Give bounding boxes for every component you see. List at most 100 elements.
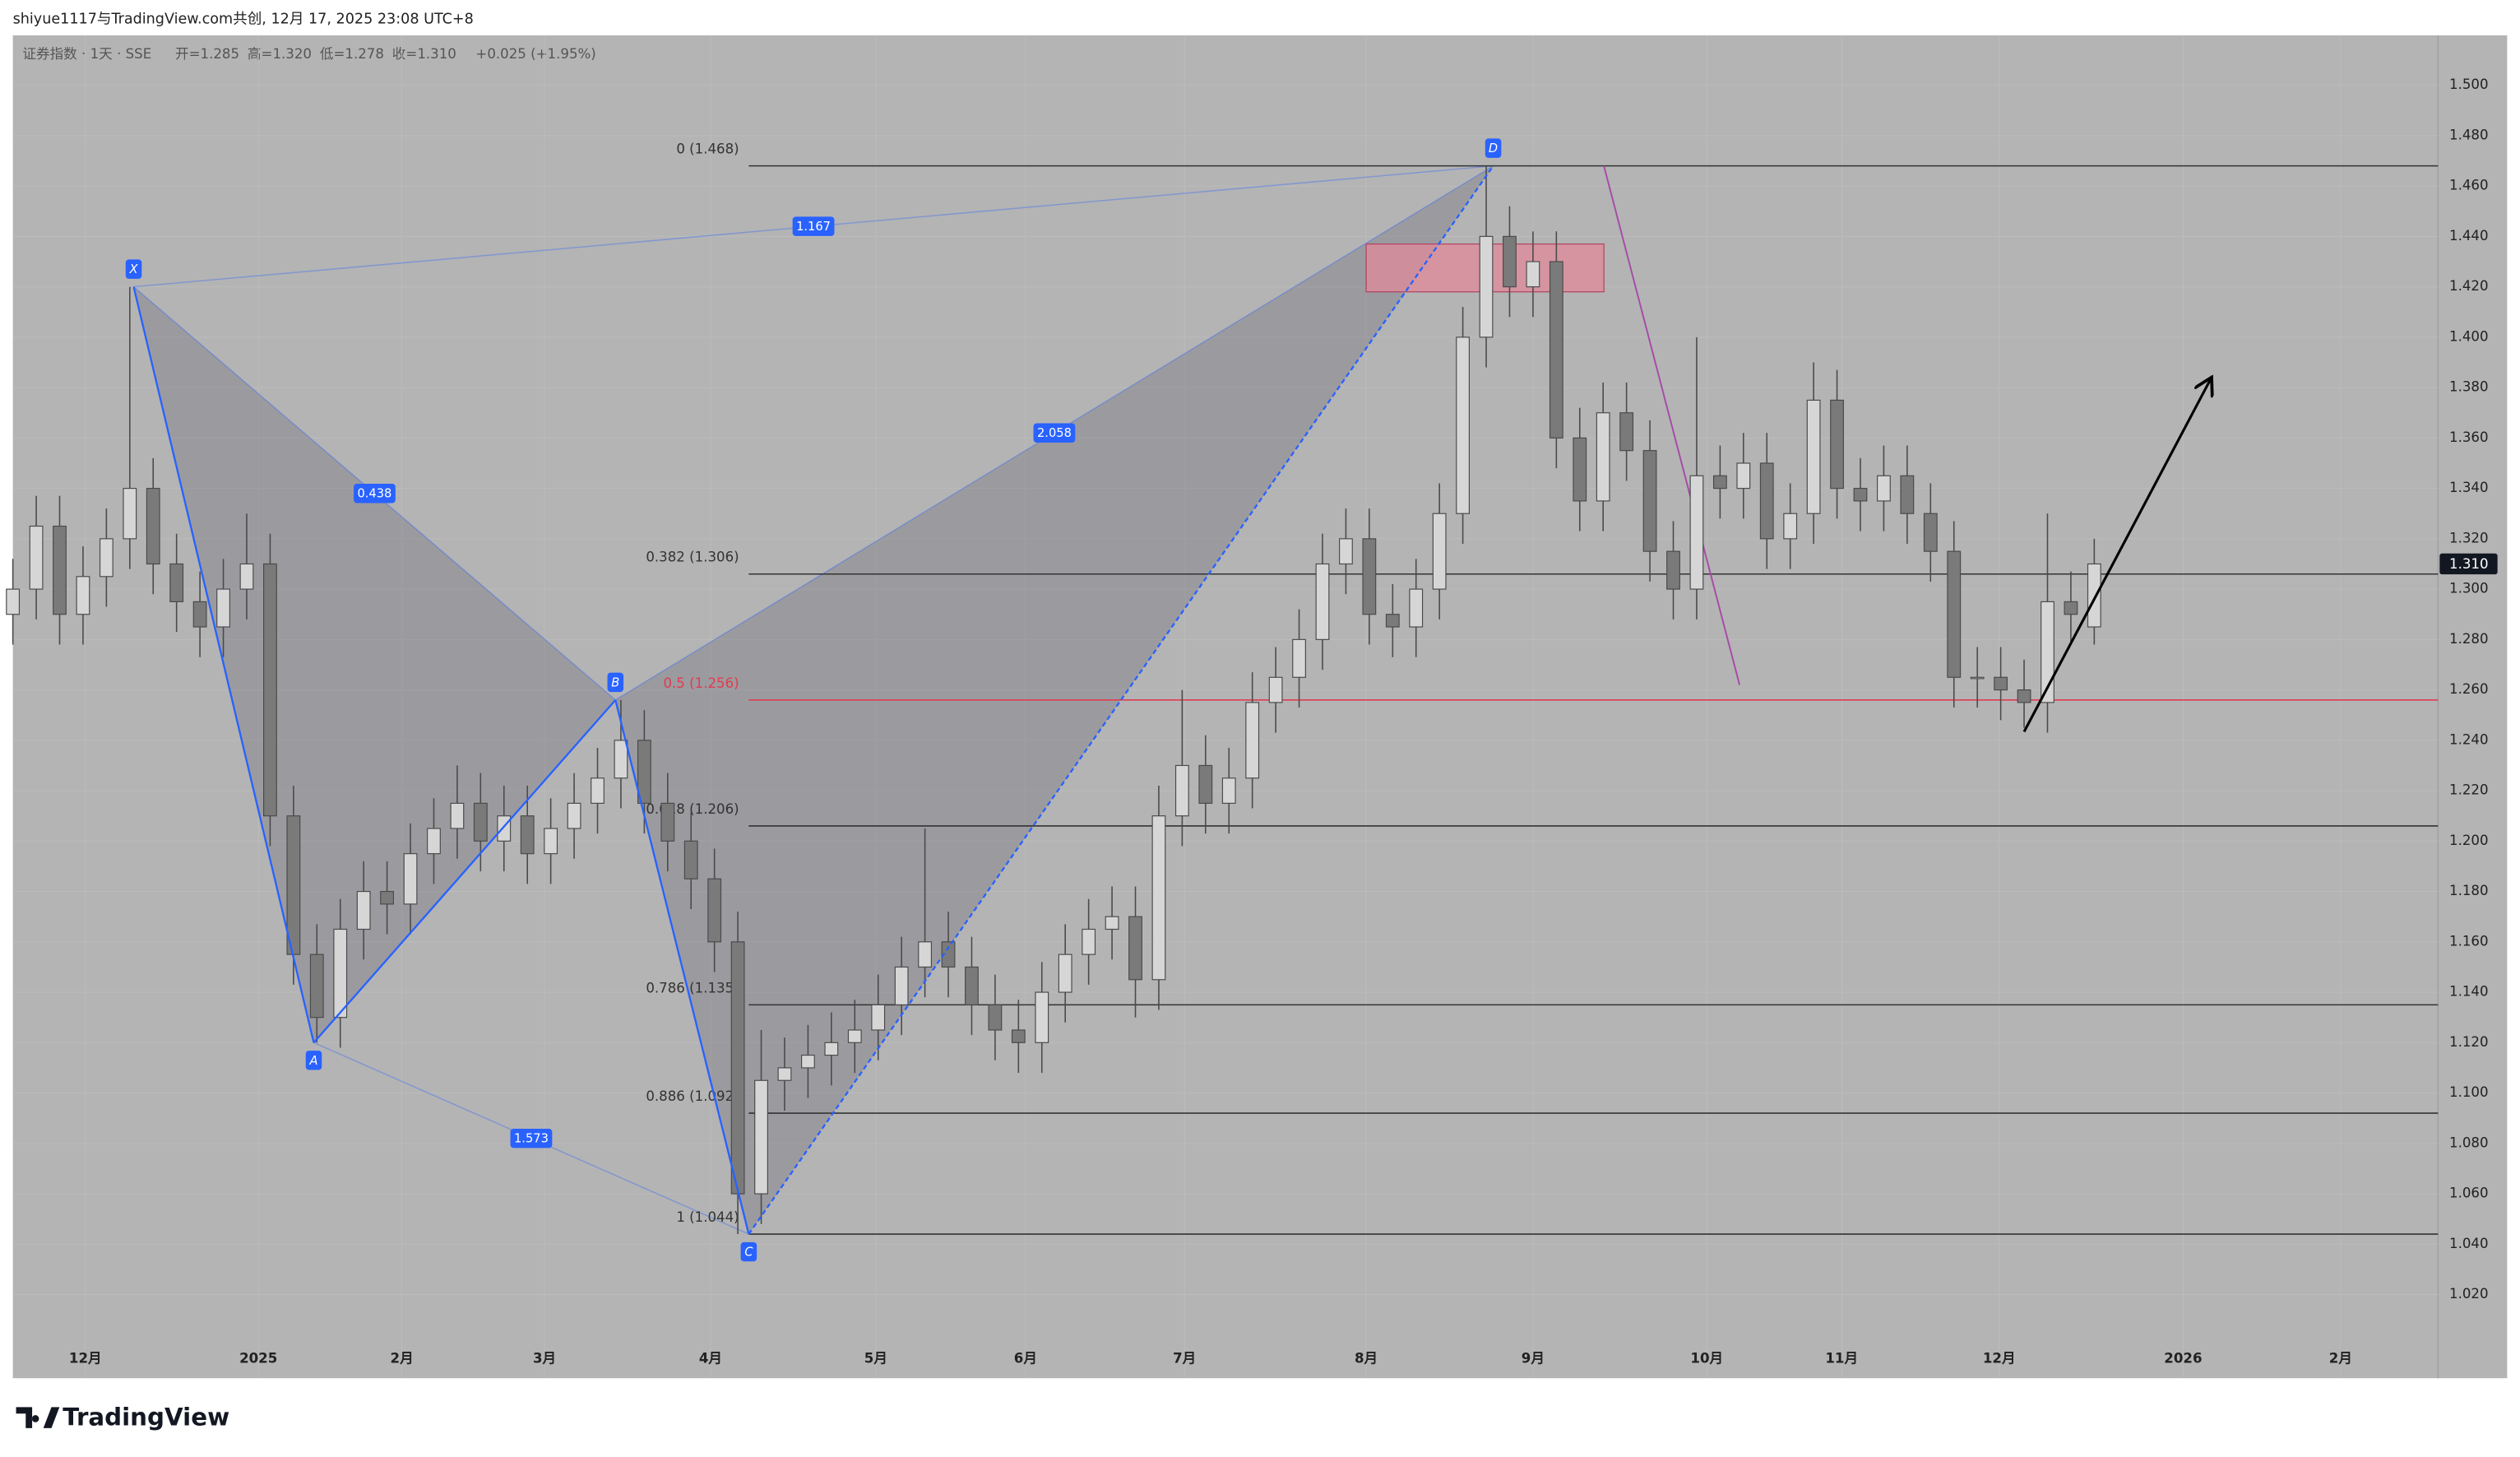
y-tick-label: 1.240 bbox=[2449, 731, 2489, 747]
candle-body bbox=[591, 777, 605, 804]
y-tick-label: 1.140 bbox=[2449, 984, 2489, 1000]
legend-change: +0.025 (+1.95%) bbox=[475, 46, 595, 62]
candle-body bbox=[1151, 815, 1166, 981]
fib-label: 0 (1.468) bbox=[676, 142, 739, 157]
candle-body bbox=[1221, 777, 1236, 804]
x-tick-label: 2025 bbox=[239, 1350, 277, 1366]
candle-body bbox=[1479, 235, 1494, 338]
legend: 证券指数 · 1天 · SSE 开=1.285 高=1.320 低=1.278 … bbox=[22, 46, 595, 62]
candle-body bbox=[1174, 764, 1189, 817]
candle-body bbox=[1058, 954, 1072, 993]
y-tick-label: 1.020 bbox=[2449, 1286, 2489, 1302]
pattern-leg bbox=[132, 286, 315, 1043]
ratio-label: 1.167 bbox=[796, 220, 831, 234]
ratio-label: 0.438 bbox=[357, 487, 391, 501]
fib-label: 0.786 (1.135) bbox=[646, 980, 739, 995]
candle-body bbox=[1198, 764, 1213, 804]
y-tick-label: 1.440 bbox=[2449, 228, 2489, 244]
candle-body bbox=[99, 538, 113, 578]
candle-body bbox=[473, 802, 488, 842]
ratio-badge bbox=[354, 484, 396, 503]
y-tick-label: 1.320 bbox=[2449, 530, 2489, 545]
x-tick-label: 5月 bbox=[864, 1350, 887, 1366]
candle-body bbox=[403, 853, 418, 905]
candle-body bbox=[1923, 513, 1938, 552]
candle-body bbox=[824, 1042, 839, 1056]
trend-line bbox=[1603, 165, 1741, 685]
candle-body bbox=[356, 890, 371, 930]
candle-body bbox=[1385, 614, 1400, 628]
x-tick-label: 7月 bbox=[1173, 1350, 1196, 1366]
candle-body bbox=[1339, 538, 1353, 565]
candle-body bbox=[1011, 1029, 1026, 1043]
x-tick-label: 2月 bbox=[391, 1350, 414, 1366]
candle-body bbox=[1712, 475, 1727, 490]
y-tick-label: 1.280 bbox=[2449, 631, 2489, 647]
x-tick-label: 11月 bbox=[1825, 1350, 1858, 1366]
legend-symbol: 证券指数 · 1天 · SSE bbox=[22, 46, 151, 62]
x-tick-label: 8月 bbox=[1355, 1350, 1378, 1366]
ratio-badge bbox=[1033, 423, 1076, 443]
candle-body bbox=[660, 802, 675, 842]
y-tick-label: 1.260 bbox=[2449, 681, 2489, 697]
y-tick-label: 1.480 bbox=[2449, 127, 2489, 142]
y-tick-label: 1.420 bbox=[2449, 278, 2489, 294]
candle-body bbox=[1268, 676, 1283, 703]
point-badge bbox=[1485, 138, 1502, 158]
candle-body bbox=[1082, 928, 1096, 955]
candle-body bbox=[1830, 399, 1844, 490]
candle-body bbox=[1806, 399, 1821, 514]
y-tick-label: 1.180 bbox=[2449, 883, 2489, 898]
y-tick-label: 1.160 bbox=[2449, 933, 2489, 949]
candle-body bbox=[1035, 991, 1049, 1043]
point-label: A bbox=[308, 1054, 317, 1068]
point-label: C bbox=[744, 1246, 753, 1260]
x-tick-label: 2月 bbox=[2329, 1350, 2352, 1366]
candle-body bbox=[1315, 563, 1330, 640]
candle-body bbox=[1666, 550, 1680, 590]
candle-body bbox=[1689, 475, 1704, 590]
candle-body bbox=[707, 878, 722, 943]
candle-body bbox=[2017, 689, 2031, 703]
pattern-fill bbox=[133, 286, 616, 1043]
candle-body bbox=[1128, 916, 1142, 981]
y-tick-label: 1.080 bbox=[2449, 1135, 2489, 1150]
x-tick-label: 9月 bbox=[1522, 1350, 1545, 1366]
candle-body bbox=[754, 1079, 768, 1195]
x-tick-label: 4月 bbox=[699, 1350, 722, 1366]
candle-body bbox=[544, 828, 558, 855]
candle-body bbox=[427, 828, 441, 855]
y-tick-label: 1.300 bbox=[2449, 581, 2489, 596]
candle-body bbox=[1549, 261, 1563, 438]
ratio-badge bbox=[792, 216, 835, 236]
plot-background bbox=[12, 35, 2508, 1379]
candle-body bbox=[988, 1004, 1003, 1031]
candle-body bbox=[1947, 550, 1962, 678]
candle-body bbox=[29, 525, 44, 590]
legend-close: 收=1.310 bbox=[392, 46, 456, 62]
candle-body bbox=[309, 954, 324, 1019]
candle-body bbox=[450, 802, 465, 829]
candle-body bbox=[123, 488, 137, 540]
brand-logo: TradingView bbox=[16, 1404, 229, 1431]
candle-body bbox=[683, 840, 698, 879]
candle-body bbox=[1759, 462, 1774, 540]
legend-low: 低=1.278 bbox=[320, 46, 384, 62]
fib-label: 0.382 (1.306) bbox=[646, 550, 739, 565]
y-tick-label: 1.060 bbox=[2449, 1186, 2489, 1201]
candle-body bbox=[918, 941, 933, 968]
y-tick-label: 1.360 bbox=[2449, 429, 2489, 445]
candle-body bbox=[1619, 412, 1634, 452]
point-label: X bbox=[129, 262, 139, 276]
candle-body bbox=[1503, 235, 1517, 288]
candle-body bbox=[53, 525, 67, 615]
candle-body bbox=[169, 563, 184, 602]
candle-body bbox=[2064, 601, 2078, 615]
candle-body bbox=[1292, 638, 1306, 678]
candle-body bbox=[76, 576, 90, 615]
fib-label: 0.5 (1.256) bbox=[663, 675, 739, 691]
candle-body bbox=[1362, 538, 1377, 615]
x-tick-label: 2026 bbox=[2164, 1350, 2202, 1366]
candle-body bbox=[6, 588, 21, 615]
